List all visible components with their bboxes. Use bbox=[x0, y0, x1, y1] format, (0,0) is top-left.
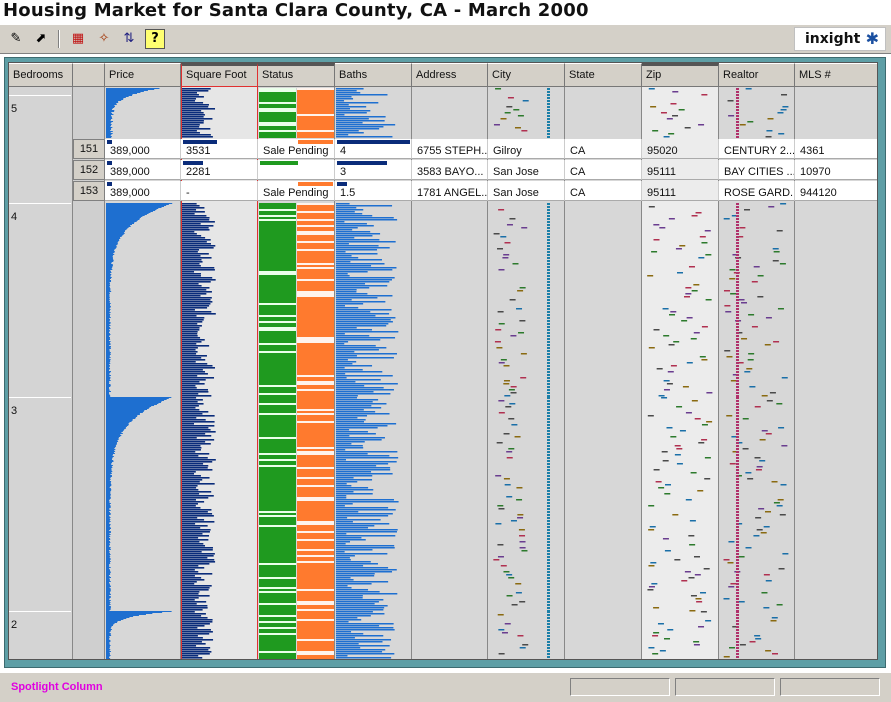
grid-tool-icon[interactable]: ▦ bbox=[71, 31, 85, 46]
city-cell[interactable]: San Jose bbox=[488, 160, 565, 180]
help-icon[interactable]: ? bbox=[145, 29, 165, 49]
row-number: 153 bbox=[73, 181, 105, 201]
header-mls[interactable]: MLS # bbox=[795, 63, 877, 87]
sqft-cell[interactable]: - bbox=[181, 181, 258, 201]
header-rownum bbox=[73, 63, 105, 87]
bedrooms-column[interactable] bbox=[9, 87, 73, 659]
address-cell[interactable]: 1781 ANGEL... bbox=[412, 181, 488, 201]
status-cell[interactable]: Sale Pending bbox=[258, 181, 335, 201]
group-divider bbox=[9, 203, 71, 204]
table-lens-graphics bbox=[106, 88, 789, 659]
price-cell[interactable]: 389,000 bbox=[105, 139, 181, 159]
realtor-cell[interactable]: CENTURY 2... bbox=[719, 139, 795, 159]
header-address[interactable]: Address bbox=[412, 63, 488, 87]
filter-tool-icon[interactable]: ✧ bbox=[98, 31, 110, 46]
row-number: 151 bbox=[73, 139, 105, 159]
group-divider bbox=[9, 95, 71, 96]
header-square-foot[interactable]: Square Foot bbox=[181, 63, 258, 87]
status-pane bbox=[780, 678, 880, 696]
group-divider bbox=[9, 611, 71, 612]
header-baths[interactable]: Baths bbox=[335, 63, 412, 87]
price-cell[interactable]: 389,000 bbox=[105, 160, 181, 180]
address-cell[interactable]: 6755 STEPH... bbox=[412, 139, 488, 159]
row-number: 152 bbox=[73, 160, 105, 180]
baths-cell[interactable]: 4 bbox=[335, 139, 412, 159]
pencil-tool-icon[interactable]: ✎ bbox=[10, 31, 22, 46]
sqft-cell[interactable]: 3531 bbox=[181, 139, 258, 159]
select-tool-icon[interactable]: ⬈ bbox=[35, 31, 47, 46]
status-cell[interactable] bbox=[258, 160, 335, 180]
header-realtor[interactable]: Realtor bbox=[719, 63, 795, 87]
table-lens: Bedrooms Price Square Foot Status Baths … bbox=[8, 62, 878, 660]
realtor-cell[interactable]: BAY CITIES ... bbox=[719, 160, 795, 180]
sort-tool-icon[interactable]: ⇅ bbox=[123, 31, 135, 46]
status-pane bbox=[570, 678, 670, 696]
zip-cell[interactable]: 95111 bbox=[642, 160, 719, 180]
page-title: Housing Market for Santa Clara County, C… bbox=[3, 0, 589, 21]
city-cell[interactable]: Gilroy bbox=[488, 139, 565, 159]
status-pane bbox=[675, 678, 775, 696]
logo-star-icon: ✱ bbox=[865, 29, 879, 48]
address-cell[interactable]: 3583 BAYO... bbox=[412, 160, 488, 180]
header-status[interactable]: Status bbox=[258, 63, 335, 87]
state-cell[interactable]: CA bbox=[565, 139, 642, 159]
state-cell[interactable]: CA bbox=[565, 181, 642, 201]
header-zip[interactable]: Zip bbox=[642, 63, 719, 87]
price-cell[interactable]: 389,000 bbox=[105, 181, 181, 201]
group-label-5: 5 bbox=[11, 103, 18, 115]
toolbar-separator bbox=[58, 30, 60, 48]
mls-cell[interactable]: 4361 bbox=[795, 139, 877, 159]
group-label-2: 2 bbox=[11, 619, 18, 631]
group-divider bbox=[9, 397, 71, 398]
mls-cell[interactable]: 10970 bbox=[795, 160, 877, 180]
logo-text: inxight bbox=[805, 31, 861, 47]
baths-cell[interactable]: 1.5 bbox=[335, 181, 412, 201]
header-city[interactable]: City bbox=[488, 63, 565, 87]
toolbar: ✎ ⬈ ▦ ✧ ⇅ ? inxight ✱ bbox=[0, 24, 891, 54]
header-price[interactable]: Price bbox=[105, 63, 181, 87]
mls-cell[interactable]: 944120 bbox=[795, 181, 877, 201]
group-label-4: 4 bbox=[11, 211, 18, 223]
sqft-cell[interactable]: 2281 bbox=[181, 160, 258, 180]
group-label-3: 3 bbox=[11, 405, 18, 417]
realtor-cell[interactable]: ROSE GARD... bbox=[719, 181, 795, 201]
zip-cell[interactable]: 95111 bbox=[642, 181, 719, 201]
header-bedrooms[interactable]: Bedrooms bbox=[9, 63, 73, 87]
status-cell[interactable]: Sale Pending bbox=[258, 139, 335, 159]
baths-cell[interactable]: 3 bbox=[335, 160, 412, 180]
city-cell[interactable]: San Jose bbox=[488, 181, 565, 201]
header-state[interactable]: State bbox=[565, 63, 642, 87]
inxight-logo: inxight ✱ bbox=[794, 27, 886, 51]
state-cell[interactable]: CA bbox=[565, 160, 642, 180]
status-text: Spotlight Column bbox=[11, 681, 103, 693]
zip-cell[interactable]: 95020 bbox=[642, 139, 719, 159]
status-bar: Spotlight Column bbox=[0, 672, 891, 702]
